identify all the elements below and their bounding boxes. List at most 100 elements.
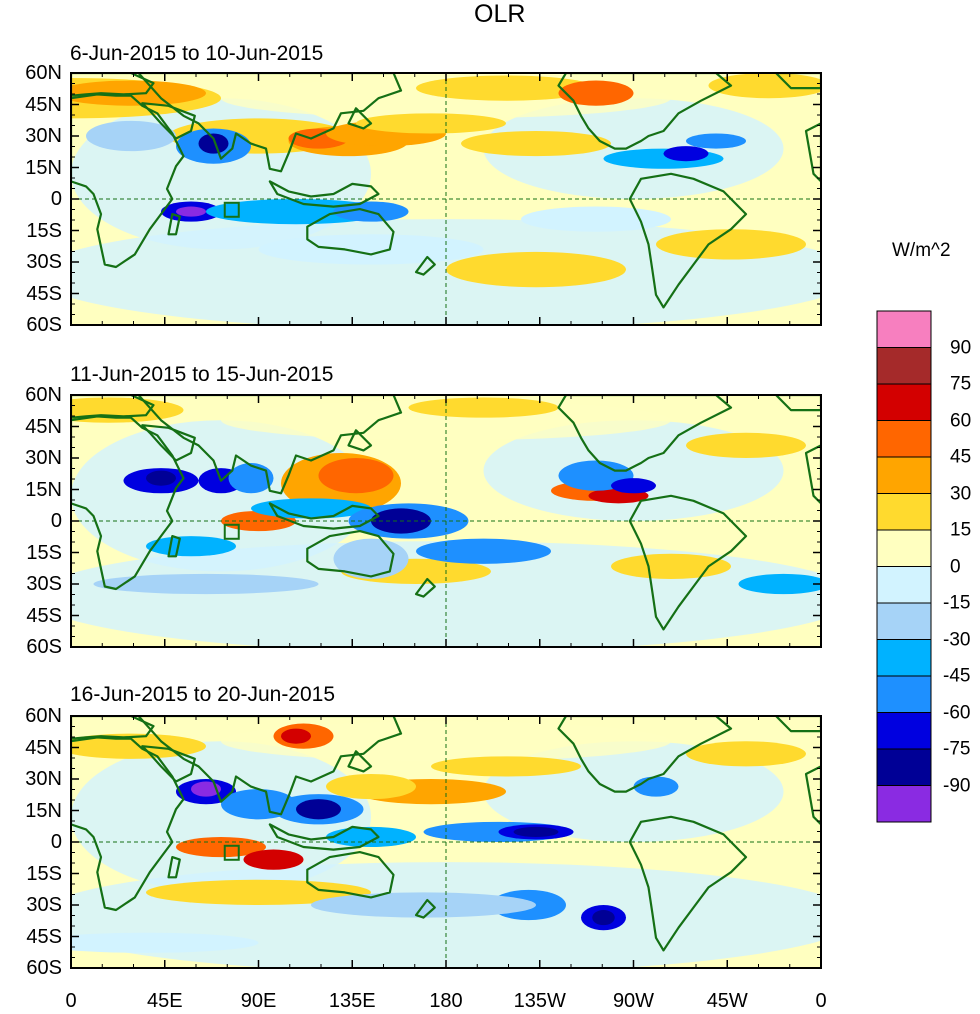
panel-3-title: 16-Jun-2015 to 20-Jun-2015: [70, 683, 336, 706]
coastline-europe: [71, 395, 155, 419]
coastline-samerica: [628, 172, 748, 309]
anomaly-blob: [146, 470, 176, 486]
anomaly-blob: [513, 826, 559, 837]
coastline-namerica: [557, 73, 733, 150]
lat-tick-label: 60S: [26, 957, 62, 979]
anomaly-blob: [251, 498, 371, 519]
lon-tick-label: 90E: [240, 990, 277, 1012]
coastline-africa: [71, 736, 185, 912]
coastline-australia: [306, 850, 395, 899]
coastline-newzealand: [414, 898, 436, 919]
anomaly-blob: [738, 573, 821, 595]
anomaly-zone: [221, 400, 671, 441]
lat-tick-label: 15S: [26, 219, 62, 242]
anomaly-blob: [228, 463, 274, 494]
colorbar-box: [876, 310, 932, 348]
coastline-madagascar: [167, 855, 181, 879]
lat-tick-label: 0: [50, 510, 62, 532]
coastline-japan: [347, 750, 373, 773]
anomaly-blob: [86, 120, 176, 152]
colorbar-level-label: -45: [943, 665, 971, 687]
colorbar-box: [876, 712, 932, 750]
lon-tick-label: 135E: [328, 990, 376, 1012]
anomaly-blob: [431, 756, 581, 777]
lat-tick-label: 45N: [25, 93, 62, 116]
colorbar-level-label: -75: [943, 738, 971, 760]
colorbar-level-label: 30: [950, 483, 972, 504]
lat-tick-label: 15N: [25, 156, 62, 179]
coastline-africa: [71, 415, 185, 591]
colorbar-level-label: 90: [950, 337, 972, 358]
anomaly-blob: [243, 849, 304, 870]
map-panel-3: [70, 715, 822, 969]
lat-tick-label: 30N: [25, 447, 62, 469]
colorbar-box: [876, 383, 932, 421]
coastline-greenland: [774, 395, 821, 412]
colorbar-level-label: 60: [950, 410, 972, 431]
anomaly-zone: [483, 98, 784, 199]
coastline-indonesia: [268, 180, 380, 208]
coastline-namerica: [557, 395, 733, 472]
coastline-indonesia: [268, 823, 380, 851]
coastline-greenland: [774, 716, 821, 733]
panel-1-title: 6-Jun-2015 to 10-Jun-2015: [70, 42, 324, 65]
lat-tick-label: 45N: [25, 736, 62, 759]
colorbar-units: W/m^2: [892, 240, 951, 261]
anomaly-blob: [686, 133, 746, 149]
panel-2-title: 11-Jun-2015 to 15-Jun-2015: [70, 363, 334, 386]
anomaly-blob: [296, 799, 341, 820]
lat-tick-label: 60S: [26, 314, 62, 336]
coastline-westafrica2: [804, 122, 821, 183]
region-box: [223, 844, 240, 861]
lat-tick-label: 60S: [26, 636, 62, 658]
anomaly-blob: [558, 80, 634, 106]
lon-tick-label: 0: [815, 990, 827, 1012]
lat-tick-label: 45S: [26, 282, 62, 305]
lat-tick-label: 15S: [26, 541, 62, 564]
anomaly-blob: [656, 229, 806, 260]
coastline-japan: [347, 429, 373, 452]
colorbar-box: [876, 675, 932, 713]
lat-tick-label: 30N: [25, 768, 62, 790]
coastline-europe: [71, 73, 155, 97]
lat-tick-label: 45S: [26, 925, 62, 948]
figure-title: OLR: [474, 0, 526, 28]
lat-tick-label: 0: [50, 188, 62, 210]
colorbar-box: [876, 529, 932, 567]
colorbar-level-label: -90: [943, 775, 971, 796]
anomaly-blob: [176, 206, 206, 217]
coastline-madagascar: [167, 213, 181, 236]
anomaly-blob: [686, 741, 806, 767]
anomaly-blob: [198, 133, 229, 154]
coastline-namerica: [557, 716, 733, 793]
anomaly-blob: [93, 573, 319, 595]
lat-tick-label: 30S: [26, 894, 62, 916]
coastline-madagascar: [167, 534, 181, 558]
anomaly-blob: [611, 553, 731, 579]
colorbar-box: [876, 566, 932, 604]
anomaly-blob: [521, 206, 671, 232]
coastline-europe: [71, 716, 155, 740]
coastline-westafrica2: [804, 765, 821, 826]
lat-tick-label: 15S: [26, 862, 62, 885]
colorbar-box: [876, 347, 932, 385]
anomaly-blob: [686, 432, 806, 458]
lon-tick-label: 45W: [706, 990, 748, 1012]
colorbar-level-label: 15: [950, 519, 972, 541]
lon-tick-label: 135W: [513, 990, 566, 1012]
anomaly-blob: [663, 146, 709, 162]
coastline-australia: [306, 529, 395, 578]
anomaly-blob: [611, 478, 656, 494]
map-panel-2: [70, 394, 822, 648]
coastline-japan: [347, 107, 373, 130]
lat-tick-label: 15N: [25, 478, 62, 501]
anomaly-blob: [416, 538, 551, 564]
lat-tick-label: 0: [50, 831, 62, 853]
coastline-samerica: [628, 815, 748, 952]
lat-tick-label: 60N: [25, 384, 62, 406]
colorbar-level-label: -60: [943, 702, 971, 723]
coastline-australia: [306, 208, 395, 256]
colorbar-level-label: 45: [950, 446, 972, 468]
